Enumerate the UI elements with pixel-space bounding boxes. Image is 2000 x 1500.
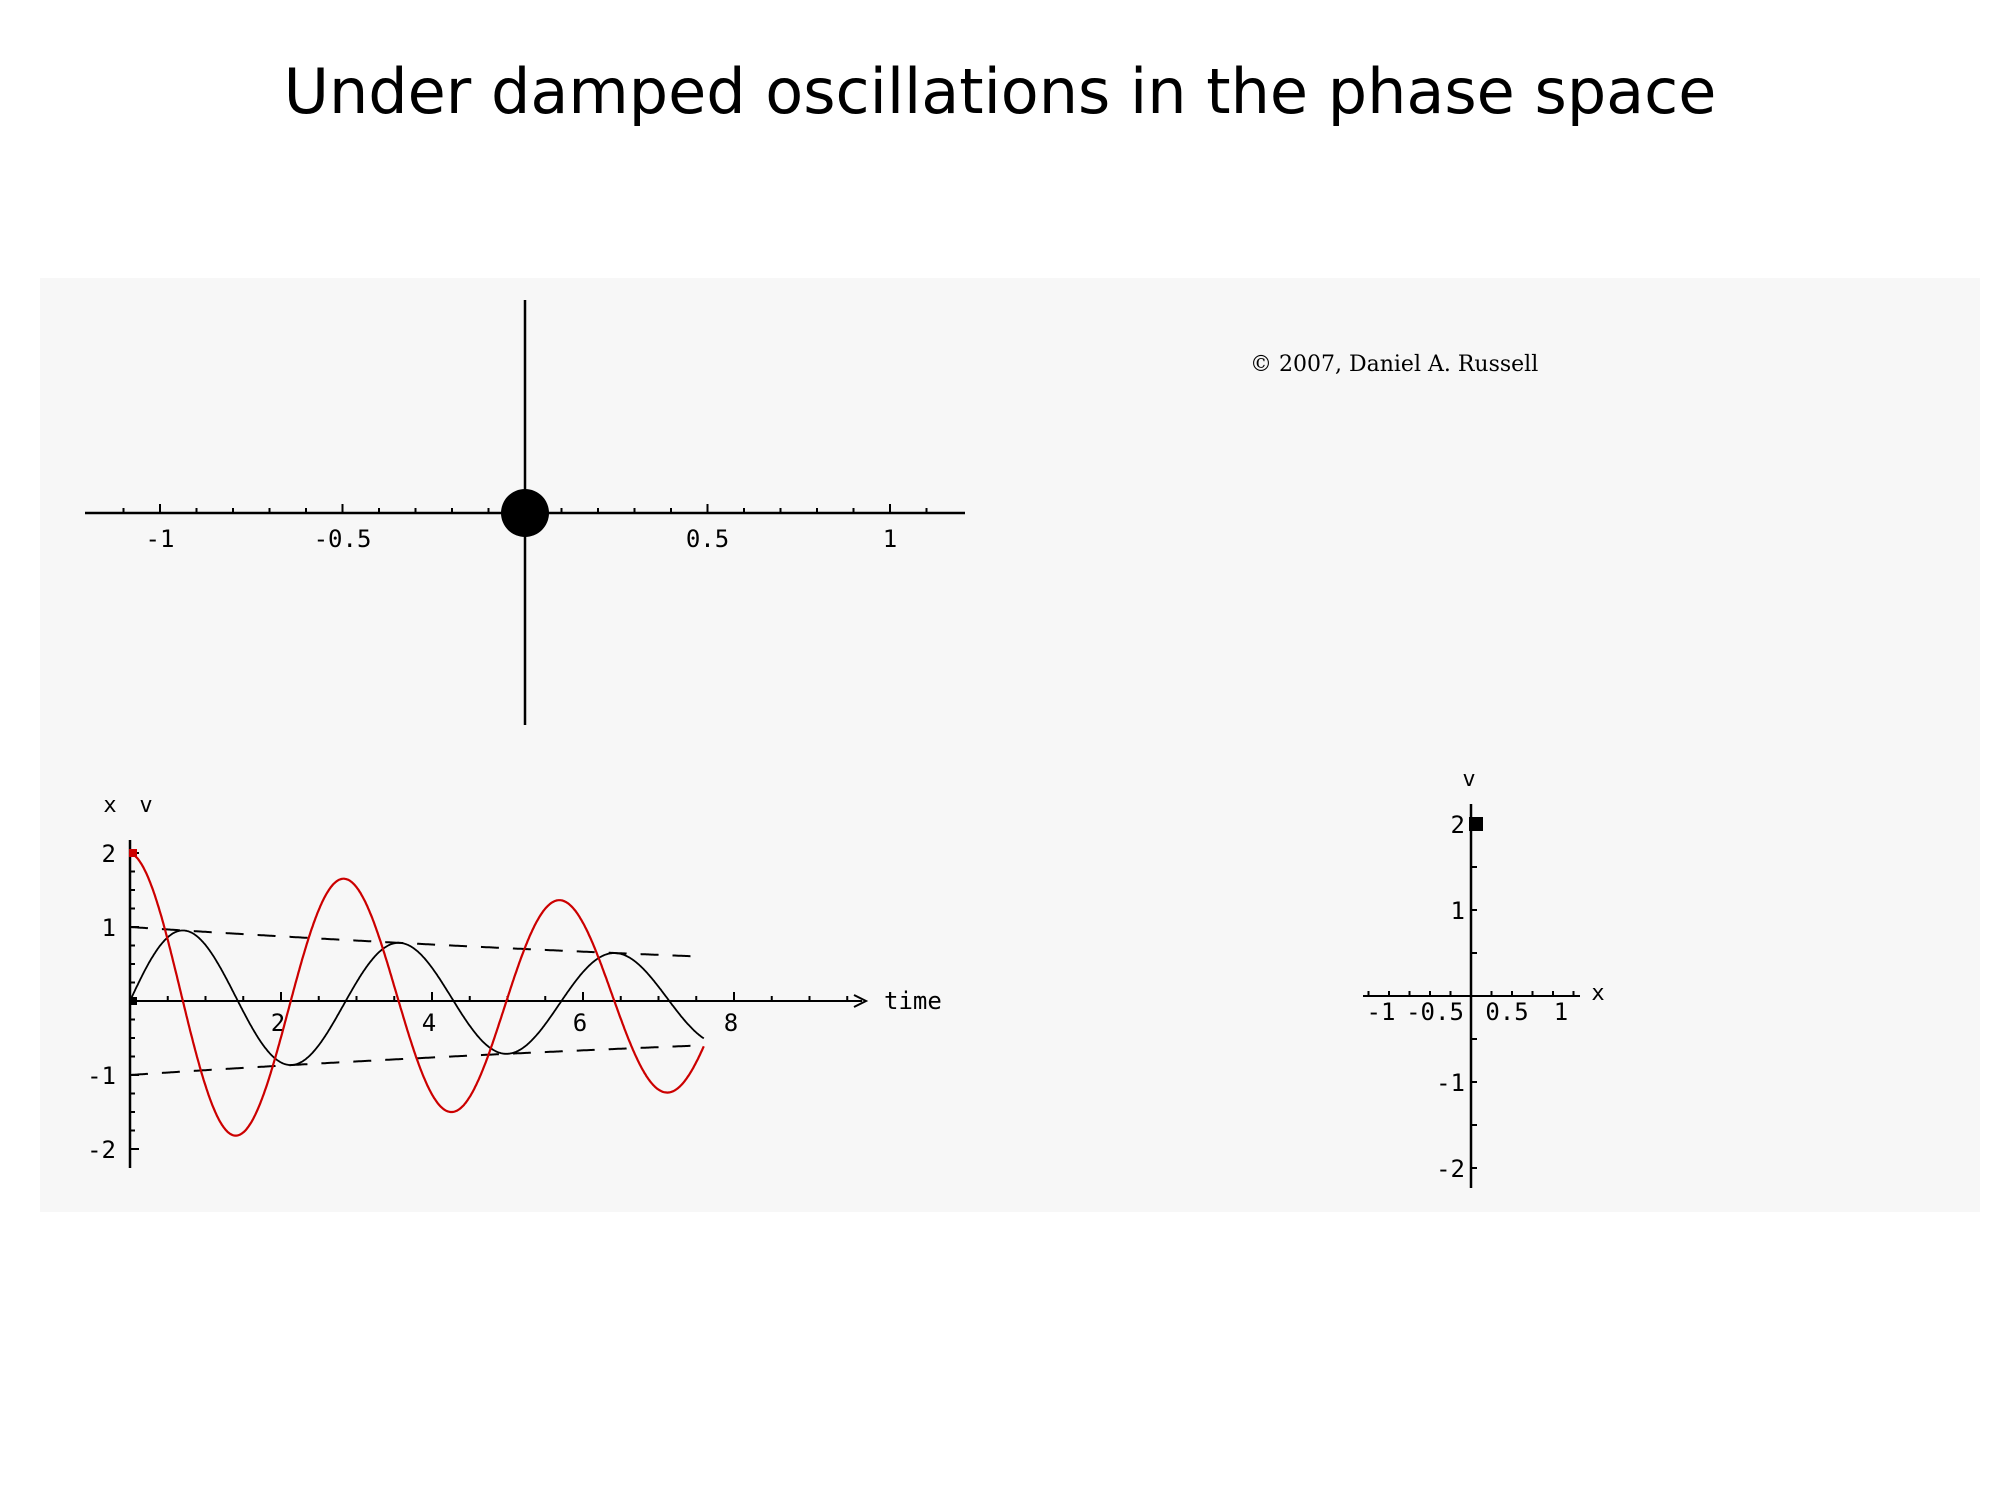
phase-y-tick-label: -2 [1436,1155,1465,1183]
timeseries-y-tick-label: -2 [87,1136,116,1164]
position-x-tick-label: -0.5 [314,525,372,553]
upper-envelope-line [129,926,704,958]
timeseries-x-axis-label: time [884,987,942,1015]
timeseries-x-series-label: x [103,793,116,818]
phase-y-tick-label: 1 [1451,897,1465,925]
phase-x-tick-label: 1 [1554,998,1568,1026]
slide-title: Under damped oscillations in the phase s… [283,55,1717,128]
timeseries-v-series-label: v [139,793,152,818]
position-x-tick-label: 0.5 [686,525,729,553]
position-series-line [129,929,705,1067]
timeseries-x-tick-label: 8 [724,1009,738,1037]
animation-panel [40,278,1980,1212]
velocity-series-line [129,851,705,1137]
position-current-marker [129,997,137,1005]
copyright-notice: © 2007, Daniel A. Russell [1250,352,1539,377]
phase-x-tick-label: -1 [1367,998,1396,1026]
timeseries-x-tick-label: 4 [422,1009,436,1037]
timeseries-y-tick-label: 2 [102,840,116,868]
phase-state-marker [1469,817,1483,831]
phase-x-axis-label: x [1591,981,1604,1006]
phase-x-tick-label: 0.5 [1485,998,1528,1026]
phase-y-tick-label: 2 [1451,811,1465,839]
position-x-tick-label: -1 [146,525,175,553]
timeseries-x-tick-label: 2 [271,1009,285,1037]
timeseries-x-tick-label: 6 [573,1009,587,1037]
mass-dot [501,489,549,537]
phase-y-tick-label: -1 [1436,1069,1465,1097]
timeseries-y-tick-label: -1 [87,1062,116,1090]
phase-y-axis-label: v [1462,767,1475,792]
velocity-current-marker [129,849,137,857]
timeseries-x-arrow [853,994,869,1008]
phase-x-tick-label: -0.5 [1406,998,1464,1026]
position-x-tick-label: 1 [883,525,897,553]
timeseries-y-tick-label: 1 [102,914,116,942]
